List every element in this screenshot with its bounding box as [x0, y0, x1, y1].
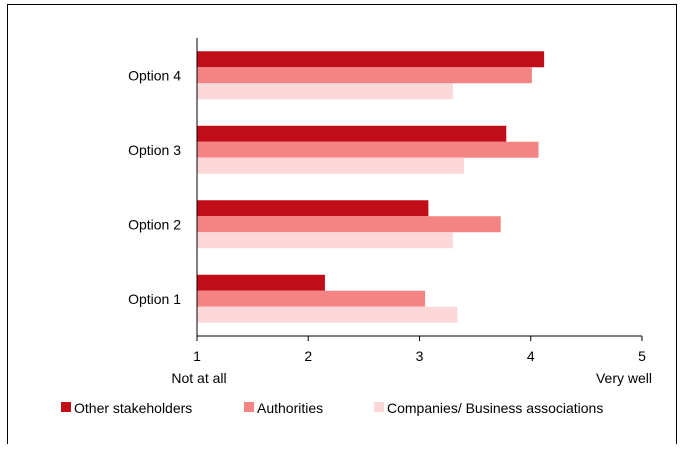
x-ticks-group: 1 2 3 4 5 [193, 336, 646, 364]
category-labels-group: Option 1 Option 2 Option 3 Option 4 [128, 67, 181, 307]
bar-3-series-2 [197, 141, 539, 158]
x-tick-label: 1 [193, 348, 201, 364]
legend-swatch-1 [61, 402, 71, 412]
bar-3-series-3 [197, 157, 464, 174]
category-label: Option 4 [128, 67, 181, 83]
legend: Other stakeholders Authorities Companies/ … [61, 400, 603, 416]
bar-4-series-3 [197, 83, 453, 100]
bar-1-series-1 [197, 274, 325, 291]
bar-1-series-3 [197, 306, 458, 323]
legend-swatch-3 [374, 402, 384, 412]
legend-label-1: Other stakeholders [74, 400, 192, 416]
legend-label-3: Companies/ Business associations [387, 400, 603, 416]
bar-3-series-1 [197, 125, 507, 142]
bar-2-series-1 [197, 200, 429, 217]
legend-swatch-2 [244, 402, 254, 412]
x-tick-label: 3 [416, 348, 424, 364]
category-label: Option 2 [128, 216, 181, 232]
bar-4-series-1 [197, 51, 545, 68]
bar-2-series-3 [197, 232, 453, 249]
legend-label-2: Authorities [257, 400, 323, 416]
x-anchor-high-label: Very well [596, 370, 652, 386]
category-label: Option 1 [128, 291, 181, 307]
bar-1-series-2 [197, 290, 426, 307]
category-label: Option 3 [128, 142, 181, 158]
bar-4-series-2 [197, 67, 532, 84]
x-anchor-low-label: Not at all [171, 370, 226, 386]
x-tick-label: 2 [304, 348, 312, 364]
x-tick-label: 5 [638, 348, 646, 364]
bar-2-series-2 [197, 216, 501, 233]
bars-group [197, 51, 545, 323]
x-tick-label: 4 [527, 348, 535, 364]
